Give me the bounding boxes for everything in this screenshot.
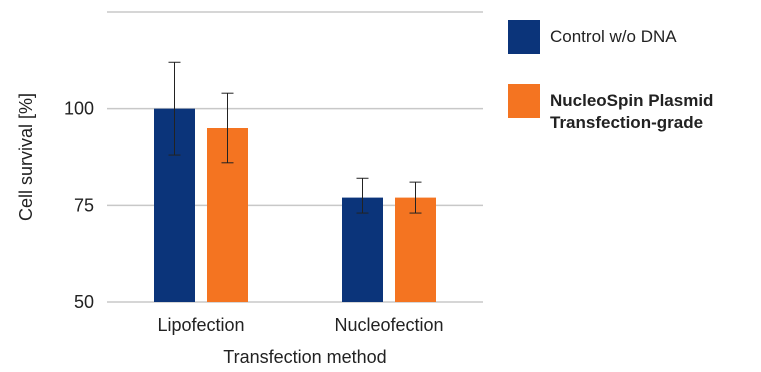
bar-nucleofection-series-0 xyxy=(342,197,383,302)
x-tick-labels: Lipofection Nucleofection xyxy=(157,315,443,335)
legend-swatch-control xyxy=(508,20,540,54)
x-tick-label-lipofection: Lipofection xyxy=(157,315,244,335)
legend-swatch-nucleospin xyxy=(508,84,540,118)
legend: Control w/o DNA NucleoSpin Plasmid Trans… xyxy=(508,20,758,164)
legend-label-nucleospin: NucleoSpin Plasmid Transfection-grade xyxy=(550,84,713,134)
legend-label-control: Control w/o DNA xyxy=(550,27,677,46)
y-tick-labels: 50 75 100 xyxy=(64,99,94,312)
legend-item-nucleospin: NucleoSpin Plasmid Transfection-grade xyxy=(508,84,758,134)
y-axis-title: Cell survival [%] xyxy=(16,93,36,221)
bar-chart: 50 75 100 Lipofection Nucleofection Transfe… xyxy=(16,11,483,367)
error-bars-layer xyxy=(168,61,422,214)
legend-label-nucleospin-line1: NucleoSpin Plasmid xyxy=(550,91,714,110)
legend-label-nucleospin-line2: Transfection-grade xyxy=(550,113,704,132)
x-axis-title: Transfection method xyxy=(223,347,386,367)
y-tick-label-100: 100 xyxy=(64,99,94,119)
y-tick-label-50: 50 xyxy=(74,292,94,312)
x-tick-label-nucleofection: Nucleofection xyxy=(334,315,443,335)
y-tick-label-75: 75 xyxy=(74,195,94,215)
legend-item-control: Control w/o DNA xyxy=(508,20,758,54)
bar-nucleofection-series-1 xyxy=(395,197,436,302)
